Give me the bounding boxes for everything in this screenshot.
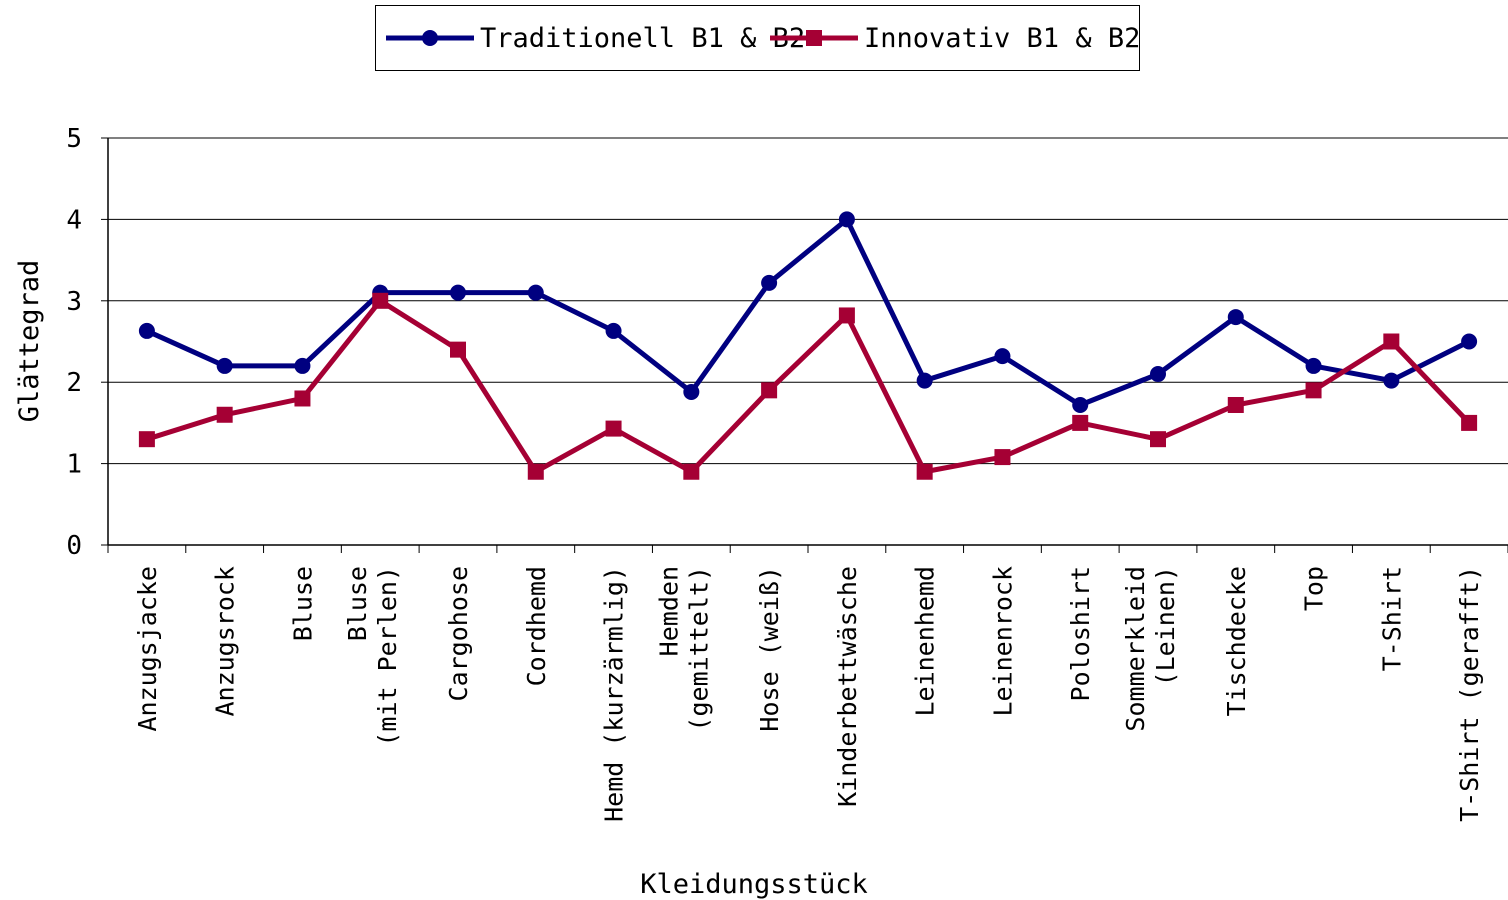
y-tick-label: 0: [66, 531, 82, 561]
data-point-square: [294, 390, 311, 407]
data-point-circle: [994, 348, 1011, 365]
data-point-circle: [838, 211, 855, 228]
data-point-circle: [216, 357, 233, 374]
data-point-square: [372, 292, 389, 309]
legend-label-traditionell: Traditionell B1 & B2: [480, 22, 806, 54]
x-tick-label: Hemd (kurzärmlig): [600, 566, 629, 822]
x-tick-label: Tischdecke: [1222, 566, 1251, 717]
data-point-circle: [1150, 366, 1166, 383]
data-point-circle: [761, 274, 778, 291]
data-point-square: [916, 463, 933, 480]
data-point-square: [1227, 396, 1244, 413]
x-tick-label: Anzugsjacke: [133, 566, 162, 732]
x-tick-label: Leinenhemd: [911, 566, 940, 717]
data-point-circle: [527, 284, 544, 301]
series-line-1: [145, 216, 1471, 408]
data-point-square: [838, 307, 855, 324]
data-point-square: [1150, 431, 1166, 448]
data-point-square: [138, 431, 155, 448]
legend: Traditionell B1 & B2 Innovativ B1 & B2: [375, 5, 1140, 71]
x-tick-label: Bluse: [288, 566, 317, 641]
x-tick-label: Poloshirt: [1066, 566, 1095, 701]
y-tick-label: 2: [66, 368, 82, 398]
x-tick-label: T-Shirt (gerafft): [1455, 566, 1484, 822]
data-point-circle: [1227, 309, 1244, 326]
legend-item-traditionell: Traditionell B1 & B2: [384, 6, 805, 70]
y-tick-label: 5: [66, 124, 82, 154]
data-point-circle: [1461, 333, 1478, 350]
x-tick-label: Anzugsrock: [211, 566, 240, 717]
data-point-square: [1383, 333, 1400, 350]
data-point-square: [216, 406, 233, 423]
data-point-square: [1072, 414, 1089, 431]
data-point-circle: [1305, 357, 1322, 374]
y-tick-label: 4: [66, 205, 82, 235]
y-tick-label: 1: [66, 450, 82, 480]
data-point-square: [994, 449, 1011, 466]
data-point-square: [1305, 382, 1322, 399]
data-point-square: [683, 463, 700, 480]
x-tick-label: (gemittelt): [684, 566, 713, 732]
x-tick-label: T-Shirt: [1377, 566, 1406, 671]
x-tick-label: Top: [1300, 566, 1329, 611]
x-tick-label: Sommerkleid: [1121, 566, 1150, 732]
data-point-square: [761, 382, 778, 399]
data-point-circle: [683, 383, 700, 400]
x-tick-label: Leinenrock: [988, 566, 1017, 717]
data-point-circle: [138, 322, 155, 339]
legend-line-square-icon: [770, 30, 858, 46]
y-axis-title: Glättegrad: [14, 260, 45, 423]
x-tick-label: (mit Perlen): [373, 566, 402, 747]
legend-line-circle-icon: [386, 30, 474, 46]
y-tick-label: 3: [66, 287, 82, 317]
data-point-circle: [450, 284, 466, 301]
x-tick-label: Cordhemd: [522, 566, 551, 686]
series-line-2: [146, 298, 1471, 475]
x-tick-label: (Leinen): [1151, 566, 1180, 686]
x-tick-label: Bluse: [343, 566, 372, 641]
x-tick-label: Hemden: [654, 566, 683, 656]
x-axis-title: Kleidungsstück: [640, 869, 868, 900]
data-point-square: [527, 463, 544, 480]
data-point-circle: [605, 322, 622, 339]
data-point-square: [1461, 414, 1478, 431]
legend-item-innovativ: Innovativ B1 & B2: [768, 6, 1140, 70]
x-tick-label: Hose (weiß): [755, 566, 784, 732]
x-tick-label: Kinderbettwäsche: [833, 566, 862, 807]
data-point-circle: [1383, 372, 1400, 389]
data-point-square: [450, 341, 466, 358]
data-point-circle: [916, 372, 933, 389]
data-point-square: [605, 420, 622, 437]
legend-label-innovativ: Innovativ B1 & B2: [864, 22, 1141, 54]
data-point-circle: [294, 357, 311, 374]
x-tick-label: Cargohose: [444, 566, 473, 701]
data-point-circle: [1072, 396, 1089, 413]
